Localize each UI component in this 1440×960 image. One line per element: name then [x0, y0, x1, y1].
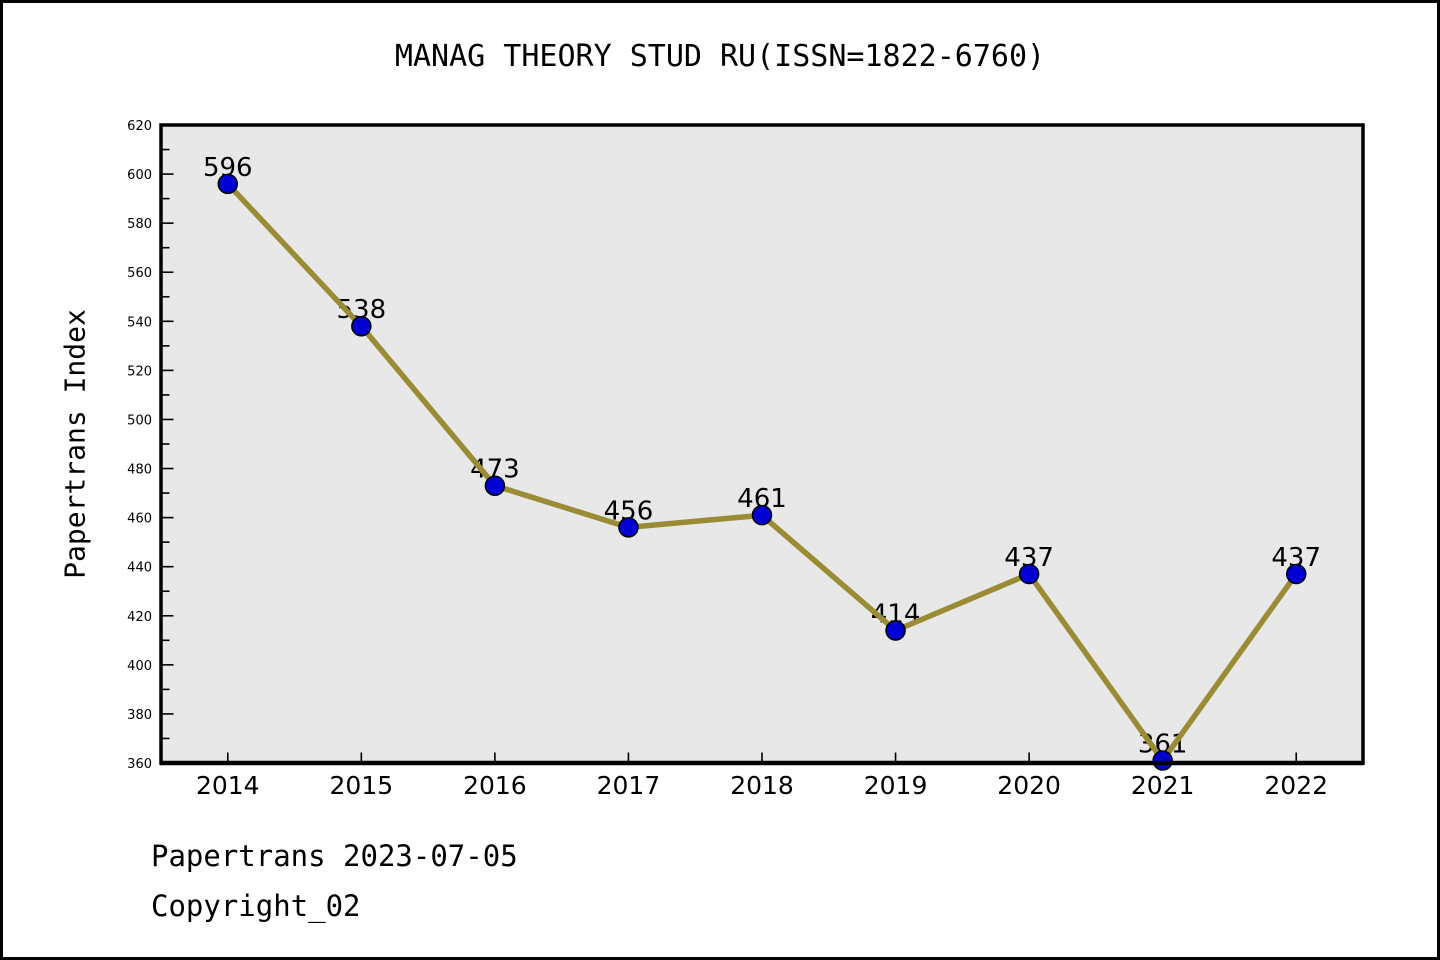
x-tick-label: 2016 [463, 771, 527, 800]
chart-title: MANAG THEORY STUD RU(ISSN=1822-6760) [394, 39, 1046, 74]
x-tick-label: 2021 [1131, 771, 1195, 800]
x-tick-label: 2019 [864, 771, 928, 800]
data-point-marker [1285, 563, 1307, 585]
y-tick-label: 620 [127, 119, 152, 134]
data-point-marker [885, 620, 906, 641]
plot-area: 360 380 400 420 440 460 480 500 520 540 560 580 600 6… [127, 119, 1365, 800]
data-point-markers [217, 173, 1307, 771]
y-tick-label: 540 [127, 315, 152, 330]
data-point-marker [618, 517, 639, 538]
x-tick-label: 2017 [597, 771, 661, 800]
data-point-marker [217, 173, 239, 195]
x-tick-label: 2015 [330, 771, 394, 800]
footer-copyright: Copyright_02 [151, 889, 361, 923]
y-tick-label: 440 [127, 561, 152, 576]
y-tick-label: 420 [127, 610, 152, 625]
y-tick-label: 400 [127, 659, 152, 674]
x-tick-label: 2018 [730, 771, 794, 800]
plot-background [161, 125, 1363, 763]
y-tick-label: 480 [127, 463, 152, 478]
y-tick-label: 520 [127, 364, 152, 379]
y-tick-label: 580 [127, 217, 152, 232]
x-tick-label: 2022 [1264, 771, 1328, 800]
x-tick-label: 2014 [196, 771, 260, 800]
data-point-marker [1018, 563, 1040, 585]
data-point-marker [484, 475, 506, 496]
footer-date: Papertrans 2023-07-05 [151, 839, 518, 873]
data-point-marker [1152, 750, 1173, 771]
y-tick-label: 500 [127, 413, 152, 428]
y-tick-label: 460 [127, 512, 152, 527]
y-tick-label: 380 [127, 708, 152, 723]
axis-ticks: 360 380 400 420 440 460 480 500 520 540 560 580 600 6… [127, 119, 1328, 800]
y-tick-label: 560 [127, 266, 152, 281]
y-tick-label: 600 [127, 168, 152, 183]
data-point-marker [351, 315, 372, 337]
data-point-marker [751, 504, 773, 526]
y-tick-label: 360 [127, 757, 152, 772]
x-tick-label: 2020 [997, 771, 1061, 800]
